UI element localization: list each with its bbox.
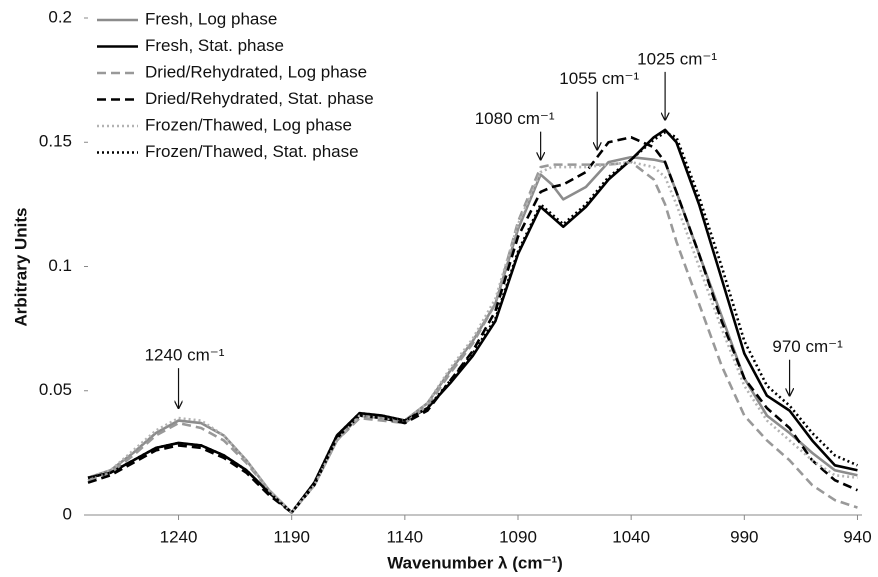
- y-tick-label: 0: [63, 504, 72, 523]
- y-tick-label: 0.2: [48, 7, 72, 26]
- x-tick-label: 990: [730, 527, 758, 546]
- series-line: [87, 131, 858, 514]
- x-axis-title: Wavenumber λ (cm⁻¹): [387, 553, 563, 572]
- series-line: [87, 155, 858, 514]
- series-line: [87, 160, 858, 514]
- legend-label: Frozen/Thawed, Log phase: [145, 115, 352, 134]
- x-tick-label: 1040: [612, 527, 650, 546]
- x-tick-label: 940: [843, 527, 871, 546]
- y-tick-label: 0.15: [39, 132, 72, 151]
- legend-label: Fresh, Stat. phase: [145, 36, 284, 55]
- x-tick-label: 1240: [160, 527, 198, 546]
- x-tick-label: 1190: [273, 527, 310, 546]
- legend-label: Fresh, Log phase: [145, 9, 277, 28]
- annotation-label: 1055 cm⁻¹: [559, 69, 639, 88]
- series-line: [87, 135, 858, 514]
- series-line: [87, 128, 858, 514]
- legend-label: Dried/Rehydrated, Log phase: [145, 62, 367, 81]
- legend-label: Frozen/Thawed, Stat. phase: [145, 142, 359, 161]
- legend-label: Dried/Rehydrated, Stat. phase: [145, 89, 374, 108]
- y-tick-label: 0.05: [39, 380, 72, 399]
- annotation-label: 1025 cm⁻¹: [637, 49, 717, 68]
- y-axis-title: Arbitrary Units: [11, 207, 30, 326]
- y-tick-label: 0.1: [48, 256, 72, 275]
- annotation-label: 1240 cm⁻¹: [145, 346, 225, 365]
- annotation-label: 970 cm⁻¹: [772, 337, 843, 356]
- x-tick-label: 1090: [499, 527, 537, 546]
- annotation-label: 1080 cm⁻¹: [475, 109, 555, 128]
- series-line: [87, 160, 858, 514]
- x-tick-label: 1140: [387, 527, 424, 546]
